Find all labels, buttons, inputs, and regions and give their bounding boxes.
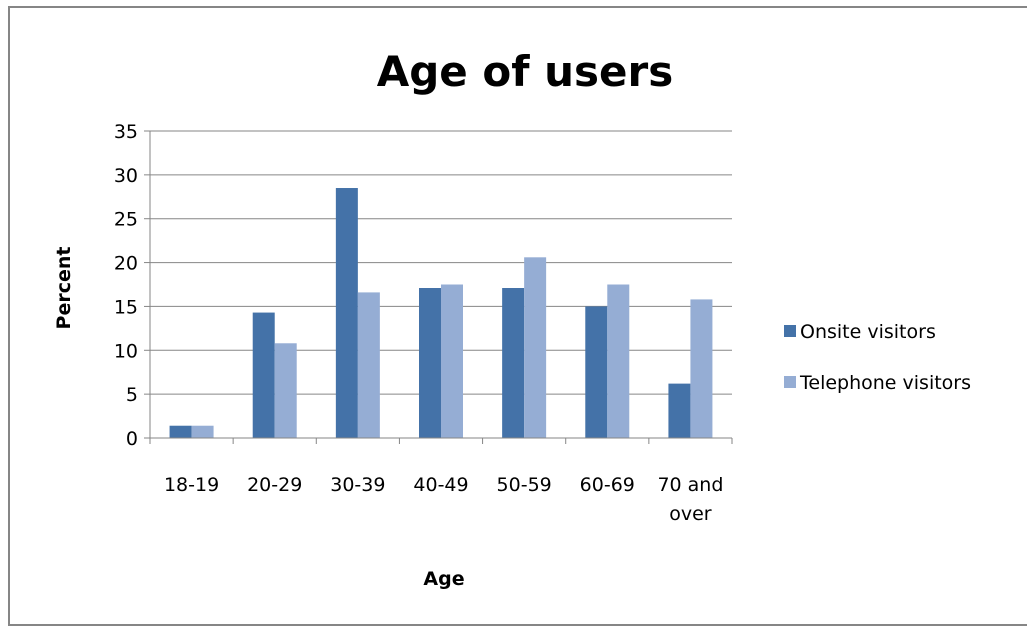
x-tick-label: over — [669, 503, 712, 525]
x-tick-label: 60-69 — [580, 474, 635, 496]
y-tick-label: 15 — [114, 296, 138, 318]
x-tick-label: 40-49 — [413, 474, 468, 496]
legend-label: Onsite visitors — [800, 321, 936, 343]
bar-onsite — [252, 312, 275, 438]
x-tick-label: 18-19 — [164, 474, 219, 496]
x-axis-title: Age — [423, 568, 464, 590]
bar-telephone — [441, 284, 463, 438]
legend-swatch — [784, 376, 796, 388]
y-tick-label: 35 — [114, 121, 138, 143]
legend-label: Telephone visitors — [799, 372, 971, 394]
legend: Onsite visitors Telephone visitors — [784, 321, 971, 394]
y-tick-label: 25 — [114, 209, 138, 231]
axes — [149, 131, 733, 444]
bar-onsite — [585, 306, 608, 438]
bar-telephone — [357, 292, 380, 438]
x-tick-label: 20-29 — [247, 474, 302, 496]
x-tick-label: 50-59 — [497, 474, 552, 496]
bar-telephone — [191, 425, 214, 438]
x-tick-label: 30-39 — [330, 474, 385, 496]
bar-onsite — [502, 288, 525, 438]
y-tick-label: 0 — [126, 428, 138, 450]
y-tick-label: 5 — [126, 384, 138, 406]
bar-chart: Age of users 0 5 10 15 20 25 30 35 18-19 20-29 30… — [53, 47, 971, 590]
bar-onsite — [169, 425, 192, 438]
bar-telephone — [524, 257, 547, 438]
y-axis-ticks: 0 5 10 15 20 25 30 35 — [114, 121, 150, 450]
bar-telephone — [607, 284, 630, 438]
chart-title: Age of users — [377, 47, 674, 96]
bar-telephone — [274, 343, 297, 438]
bar-onsite — [335, 188, 358, 438]
legend-swatch — [784, 325, 796, 337]
bar-telephone — [690, 299, 713, 438]
x-tick-label: 70 and — [657, 474, 723, 496]
bar-onsite — [419, 288, 441, 438]
chart-area: Age of users 0 5 10 15 20 25 30 35 18-19 20-29 30… — [8, 6, 1027, 626]
y-axis-title: Percent — [53, 247, 75, 330]
x-axis-ticks: 18-19 20-29 30-39 40-49 50-59 60-69 70 and over — [164, 474, 723, 525]
y-tick-label: 30 — [114, 165, 138, 187]
y-tick-label: 20 — [114, 253, 138, 275]
bars — [169, 188, 713, 438]
y-tick-label: 10 — [114, 340, 138, 362]
bar-onsite — [668, 383, 691, 438]
